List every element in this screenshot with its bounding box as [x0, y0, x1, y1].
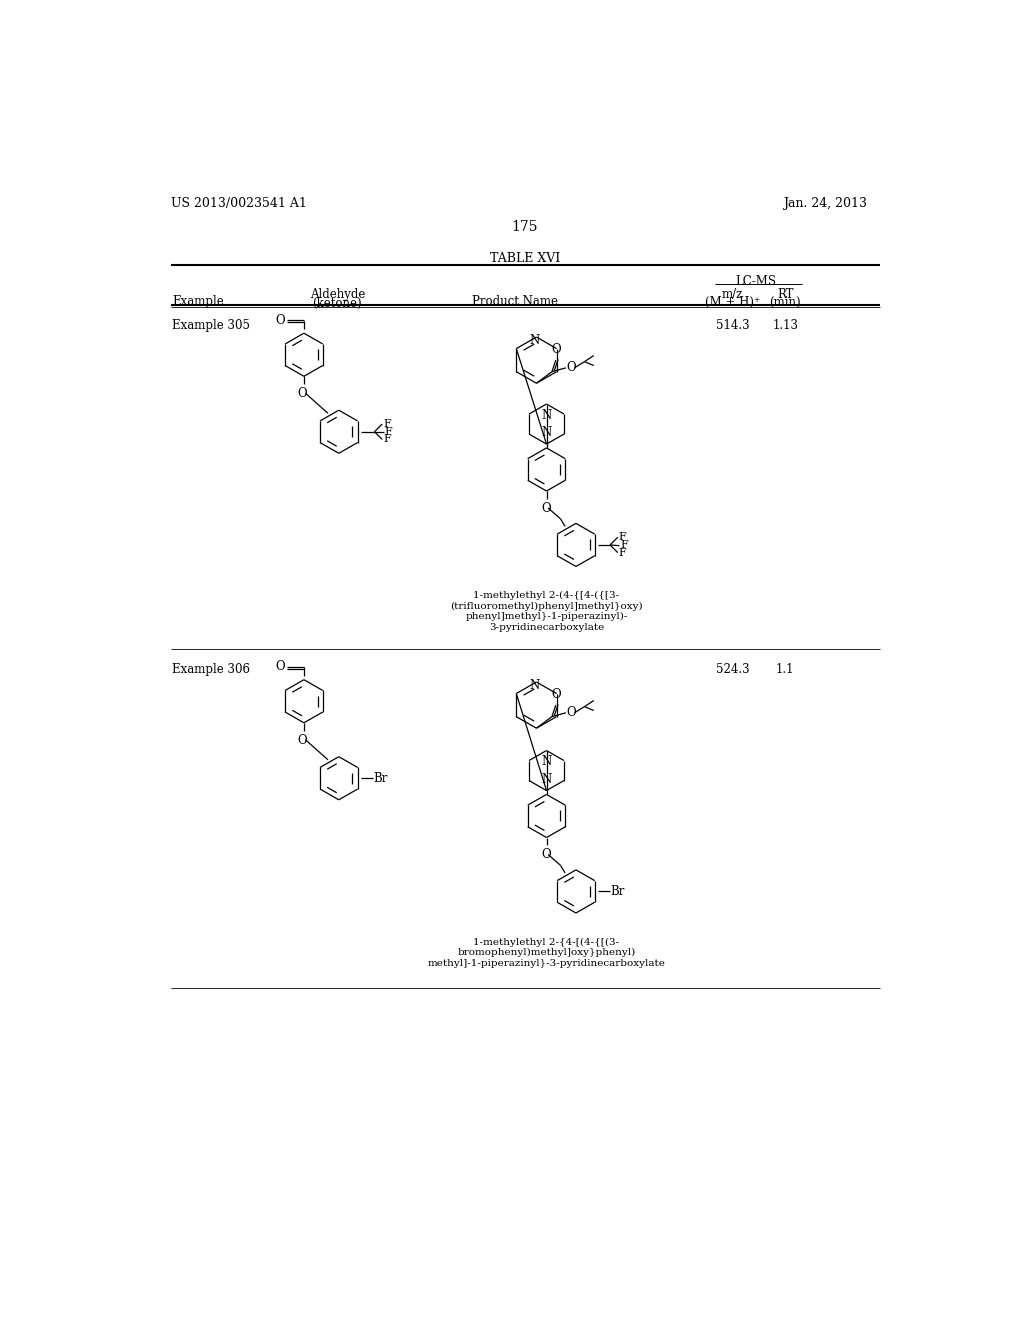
Text: Product Name: Product Name [472, 294, 558, 308]
Text: O: O [566, 706, 577, 719]
Text: O: O [551, 343, 560, 356]
Text: F: F [383, 418, 391, 429]
Text: O: O [542, 849, 551, 862]
Text: 175: 175 [512, 220, 538, 234]
Text: F: F [383, 434, 391, 445]
Text: 1.1: 1.1 [776, 663, 795, 676]
Text: F: F [621, 540, 628, 550]
Text: N: N [542, 774, 552, 785]
Text: Example: Example [172, 294, 224, 308]
Text: Example 305: Example 305 [172, 318, 250, 331]
Text: m/z: m/z [722, 288, 743, 301]
Text: O: O [542, 502, 551, 515]
Text: 1-methylethyl 2-(4-{[4-({[3-
(trifluoromethyl)phenyl]methyl}oxy)
phenyl]methyl}-: 1-methylethyl 2-(4-{[4-({[3- (trifluorom… [451, 591, 643, 632]
Text: 1-methylethyl 2-{4-[(4-{[(3-
bromophenyl)methyl]oxy}phenyl)
methyl]-1-piperaziny: 1-methylethyl 2-{4-[(4-{[(3- bromophenyl… [428, 937, 666, 968]
Text: N: N [542, 426, 552, 440]
Text: (min): (min) [769, 296, 801, 309]
Text: RT: RT [777, 288, 794, 301]
Text: F: F [385, 426, 392, 437]
Text: O: O [275, 314, 286, 326]
Text: 524.3: 524.3 [716, 663, 750, 676]
Text: TABLE XVI: TABLE XVI [489, 252, 560, 265]
Text: F: F [618, 532, 627, 543]
Text: Jan. 24, 2013: Jan. 24, 2013 [783, 197, 867, 210]
Text: O: O [298, 734, 307, 747]
Text: O: O [298, 387, 307, 400]
Text: Example 306: Example 306 [172, 663, 250, 676]
Text: Br: Br [374, 772, 388, 785]
Text: (M + H)⁺: (M + H)⁺ [705, 296, 760, 309]
Text: O: O [275, 660, 286, 673]
Text: 1.13: 1.13 [772, 318, 798, 331]
Text: N: N [529, 678, 540, 692]
Text: Br: Br [611, 884, 626, 898]
Text: F: F [618, 548, 627, 557]
Text: LC-MS: LC-MS [735, 276, 776, 289]
Text: (ketone): (ketone) [312, 297, 362, 310]
Text: 514.3: 514.3 [716, 318, 750, 331]
Text: Aldehyde: Aldehyde [309, 288, 365, 301]
Text: N: N [542, 409, 552, 421]
Text: US 2013/0023541 A1: US 2013/0023541 A1 [171, 197, 306, 210]
Text: N: N [542, 755, 552, 768]
Text: O: O [551, 688, 560, 701]
Text: O: O [566, 362, 577, 375]
Text: N: N [529, 334, 540, 347]
